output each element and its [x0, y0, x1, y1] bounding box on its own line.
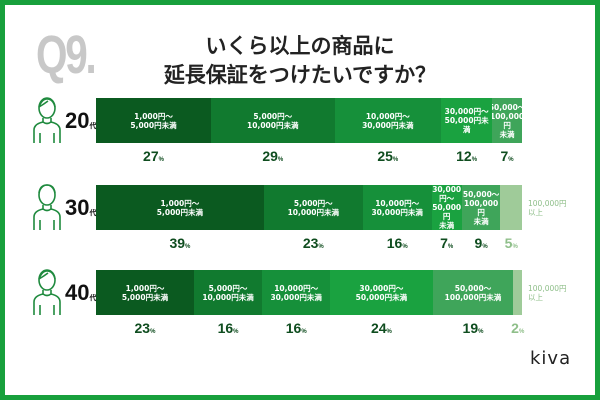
percent-label: 23%	[302, 235, 324, 251]
percent-label: 7%	[500, 148, 514, 164]
stacked-bar: 1,000円〜 5,000円未満 5,000円〜 10,000円未満 10,000円…	[96, 270, 522, 315]
bar-segment: 50,000〜 100,000円 未満	[461, 185, 501, 230]
percent-label: 5%	[504, 235, 518, 251]
percent-label: 16%	[285, 320, 307, 336]
percent-label: 9%	[474, 235, 488, 251]
bar-segment: 50,000〜 100,000円 未満	[492, 98, 522, 143]
percent-label: 16%	[386, 235, 408, 251]
person-female-icon	[32, 95, 62, 145]
bar-segment: 50,000〜 100,000円未満	[432, 270, 514, 315]
percent-label: 12%	[456, 148, 478, 164]
bar-segment: 10,000円〜 30,000円未満	[262, 270, 331, 315]
percent-label: 27%	[143, 148, 164, 164]
bar-segment	[513, 270, 522, 315]
chart-title: いくら以上の商品に 延長保証をつけたいですか？	[150, 32, 450, 90]
stacked-bar: 1,000円〜 5,000円未満 5,000円〜 10,000円未満 10,000円…	[96, 98, 522, 143]
bar-segment: 1,000円〜 5,000円未満	[96, 270, 194, 315]
title-line-2: 延長保証をつけたいですか？	[163, 63, 437, 87]
percent-label: 39%	[169, 235, 191, 251]
outside-category-label: 100,000円 以上	[528, 284, 567, 302]
percent-label: 25%	[377, 148, 399, 164]
bar-segment: 30,000円〜 50,000円未満	[441, 98, 493, 143]
age-label: 20代	[65, 108, 97, 133]
age-label: 40代	[65, 280, 97, 305]
person-male-icon	[32, 182, 62, 232]
percent-label: 19%	[462, 320, 484, 336]
bar-segment	[500, 185, 522, 230]
percent-label: 24%	[370, 320, 392, 336]
bar-segment: 5,000円〜 10,000円未満	[211, 98, 335, 143]
bar-segment: 30,000円〜 50,000円 未満	[431, 185, 462, 230]
bar-segment: 1,000円〜 5,000円未満	[96, 185, 264, 230]
outside-category-label: 100,000円 以上	[528, 199, 567, 217]
percent-label: 2%	[511, 320, 525, 336]
stacked-bar: 1,000円〜 5,000円未満 5,000円〜 10,000円未満 10,000円…	[96, 185, 522, 230]
person-female-icon	[32, 267, 62, 317]
percent-label: 23%	[134, 320, 156, 336]
percent-label: 29%	[262, 148, 284, 164]
percent-label: 7%	[440, 235, 454, 251]
title-line-1: いくら以上の商品に	[205, 34, 395, 58]
question-number: Q9.	[36, 25, 97, 85]
age-label: 30代	[65, 195, 97, 220]
percent-label: 16%	[217, 320, 239, 336]
bar-segment: 5,000円〜 10,000円未満	[263, 185, 363, 230]
bar-segment: 10,000円〜 30,000円未満	[334, 98, 442, 143]
kiva-logo: kiva	[530, 348, 572, 369]
bar-segment: 1,000円〜 5,000円未満	[96, 98, 212, 143]
bar-segment: 30,000円〜 50,000円未満	[330, 270, 433, 315]
bar-segment: 10,000円〜 30,000円未満	[362, 185, 432, 230]
bar-segment: 5,000円〜 10,000円未満	[193, 270, 263, 315]
